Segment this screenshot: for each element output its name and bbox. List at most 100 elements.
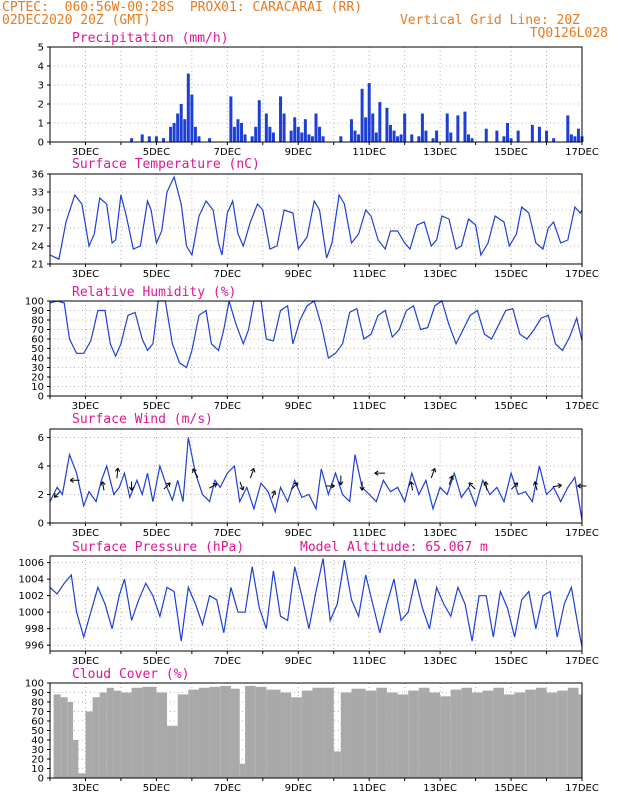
precip-bar: [364, 117, 368, 142]
x-tick-label: 15DEC: [494, 401, 528, 412]
y-tick-label: 0: [38, 774, 44, 785]
x-tick-label: 13DEC: [423, 528, 457, 539]
precip-bar: [424, 130, 428, 142]
y-tick-label: 1000: [19, 608, 44, 619]
precip-bar: [271, 132, 275, 142]
pres-annotation: Model Altitude: 65.067 m: [300, 540, 488, 555]
y-tick-label: 30: [31, 745, 44, 756]
wind-arrow: [359, 481, 365, 491]
x-tick-label: 9DEC: [285, 269, 312, 280]
precip-bar: [403, 113, 407, 142]
y-tick-label: 70: [31, 325, 44, 336]
y-tick-label: 40: [31, 736, 44, 747]
cloud-bar: [60, 697, 68, 778]
wind-arrow: [114, 467, 121, 479]
precip-bar: [172, 123, 176, 142]
y-tick-label: 2: [38, 490, 44, 501]
y-tick-label: 1: [38, 119, 44, 130]
cloud-bar: [450, 689, 462, 778]
x-tick-label: 17DEC: [565, 147, 599, 158]
precip-frame: [49, 46, 583, 143]
y-tick-label: 100: [25, 297, 44, 308]
wind-arrow: [533, 481, 539, 491]
wind-arrow: [374, 470, 385, 476]
x-tick-label: 17DEC: [565, 269, 599, 280]
y-tick-label: 10: [31, 764, 44, 775]
precip-bar: [353, 130, 357, 142]
y-tick-label: 6: [38, 433, 44, 444]
y-tick-label: 60: [31, 717, 44, 728]
wind-frame: [49, 428, 583, 524]
x-tick-label: 15DEC: [494, 147, 528, 158]
precip-bar: [243, 134, 247, 142]
temp-series-line: [49, 175, 583, 261]
cloud-bar: [418, 687, 430, 778]
x-tick-label: 13DEC: [423, 147, 457, 158]
wind-arrow: [430, 467, 437, 479]
y-tick-label: 4: [38, 462, 44, 473]
precip-bar: [374, 132, 378, 142]
x-tick-label: 15DEC: [494, 269, 528, 280]
y-tick-label: 33: [31, 188, 44, 199]
precip-bar: [257, 100, 261, 142]
y-tick-label: 998: [25, 624, 44, 635]
wind-arrow: [552, 483, 562, 489]
y-tick-label: 10: [31, 382, 44, 393]
y-tick-label: 21: [31, 260, 44, 271]
precip-bar: [399, 134, 403, 142]
y-tick-label: 1004: [19, 575, 44, 586]
cloud-bar: [106, 687, 114, 778]
cloud-bar: [440, 696, 451, 778]
x-tick-label: 9DEC: [285, 656, 312, 667]
precip-title: Precipitation (mm/h): [72, 31, 229, 46]
precip-bar: [236, 119, 240, 142]
wind-arrow: [448, 475, 454, 485]
y-tick-label: 27: [31, 224, 44, 235]
precip-bar: [435, 130, 439, 142]
y-tick-label: 1006: [19, 558, 44, 569]
cloud-bar: [53, 694, 61, 778]
precip-bar: [388, 124, 392, 142]
rh-panel: Relative Humidity (%) 0102030405060708090…: [25, 285, 599, 412]
x-tick-label: 9DEC: [285, 783, 312, 794]
cloud-bar: [131, 687, 143, 778]
wind-arrow: [69, 477, 80, 483]
cloud-bar: [177, 694, 189, 778]
precip-bar: [282, 113, 286, 142]
cloud-bar: [198, 687, 210, 778]
wind-arrow: [163, 482, 171, 490]
precip-bar: [417, 136, 421, 142]
header-run-id: TQ0126L028: [529, 26, 608, 41]
precip-bar: [378, 102, 382, 142]
precip-bar: [254, 126, 258, 142]
precip-bar: [502, 136, 506, 142]
precip-bar: [186, 73, 190, 142]
x-tick-label: 7DEC: [214, 147, 241, 158]
cloud-bar: [167, 725, 178, 778]
wind-title: Surface Wind (m/s): [72, 412, 213, 427]
cloud-bar: [312, 687, 324, 778]
cloud-bar: [92, 697, 100, 778]
precip-bar: [545, 130, 549, 142]
header-date: 02DEC2020 20Z (GMT): [2, 13, 151, 28]
cloud-bar: [567, 687, 579, 778]
precip-bar: [279, 96, 283, 142]
precip-bar: [367, 83, 371, 142]
header-grid-note: Vertical Grid Line: 20Z: [399, 13, 580, 28]
y-tick-label: 50: [31, 726, 44, 737]
cloud-bar: [156, 692, 168, 778]
y-tick-label: 70: [31, 707, 44, 718]
precip-bar: [530, 124, 534, 142]
cloud-bar: [333, 751, 341, 778]
wind-arrow: [325, 483, 335, 489]
x-tick-label: 5DEC: [143, 269, 170, 280]
wind-arrow: [53, 491, 61, 498]
wind-arrow: [338, 475, 344, 486]
temp-frame: [49, 173, 583, 265]
cloud-bar: [340, 692, 352, 778]
x-tick-label: 13DEC: [423, 656, 457, 667]
temp-panel: Surface Temperature (nC) 21 24 27 30 33 36 3DEC…: [31, 157, 599, 280]
precip-bar: [445, 113, 449, 142]
x-tick-label: 15DEC: [494, 656, 528, 667]
